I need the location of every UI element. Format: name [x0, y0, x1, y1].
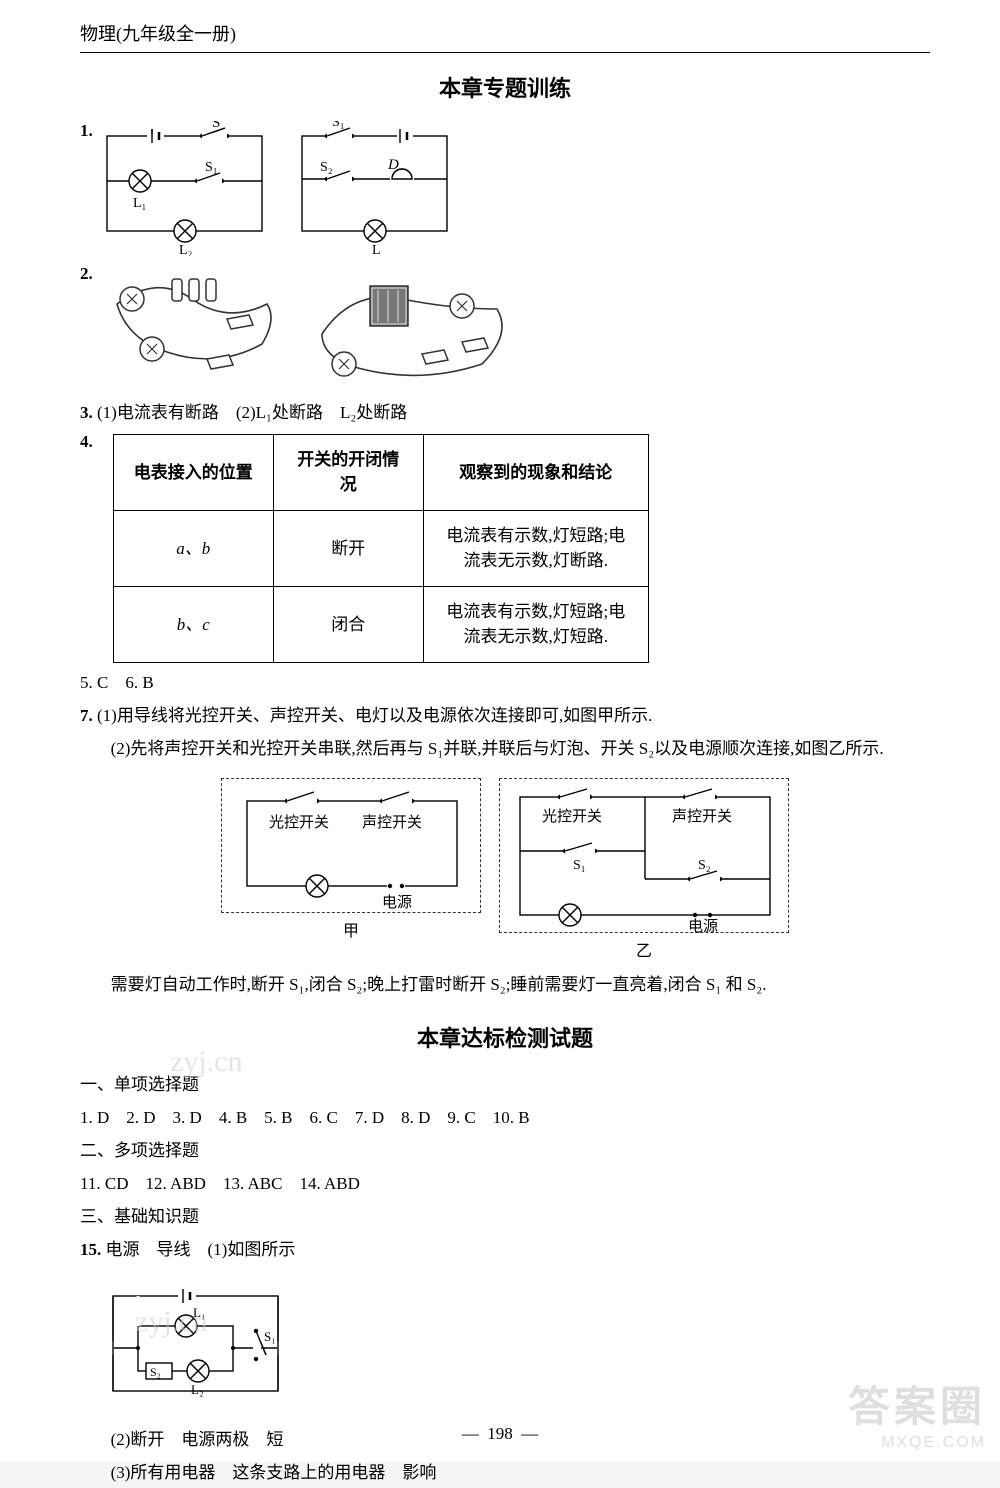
- yi-s1: S₁: [573, 858, 586, 873]
- q4-row: 4. 电表接入的位置 开关的开闭情况 观察到的现象和结论 a、b 断开 电流表有…: [80, 432, 930, 663]
- th-obs: 观察到的现象和结论: [423, 434, 648, 510]
- section-title-1: 本章专题训练: [80, 71, 930, 103]
- yi-svg: 光控开关 声控开关 S₁ S₂: [500, 779, 790, 934]
- q7-line2: (2)先将声控开关和光控开关串联,然后再与 S₁并联,并联后与灯泡、开关 S₂以…: [80, 735, 930, 764]
- jia-label-a: 光控开关: [269, 814, 329, 831]
- q2-diagram-b: [302, 264, 522, 389]
- watermark: 答案圈 MXQE.COM: [848, 1373, 986, 1452]
- q3-num: 3.: [80, 399, 93, 428]
- q15-s2: S₂: [150, 1365, 161, 1379]
- part2-title: 二、多项选择题: [80, 1137, 930, 1166]
- page: 物理(九年级全一册) 本章专题训练 1. S: [0, 0, 1000, 1462]
- part3-title: 三、基础知识题: [80, 1203, 930, 1232]
- q1-diagram-a: S L₁ S₁ L₂: [97, 121, 272, 256]
- watermark-small: MXQE.COM: [848, 1434, 986, 1452]
- q15: 15. 电源 导线 (1)如图所示: [80, 1236, 930, 1265]
- q7-diagram-jia: 光控开关 声控开关 电源: [221, 778, 481, 913]
- watermark-big: 答案圈: [848, 1373, 986, 1434]
- q1b-s1: S₁: [332, 121, 345, 130]
- cell-sw: 闭合: [273, 586, 423, 662]
- th-sw: 开关的开闭情况: [273, 434, 423, 510]
- q1b-l: L: [372, 243, 381, 256]
- yi-label-a: 光控开关: [542, 808, 602, 825]
- q7-line1: 7. (1)用导线将光控开关、声控开关、电灯以及电源依次连接即可,如图甲所示.: [80, 702, 930, 731]
- jia-label-c: 电源: [382, 894, 412, 911]
- yi-label-c: 电源: [688, 918, 718, 934]
- cell-pos: b、c: [113, 586, 273, 662]
- q7-diagrams: 光控开关 声控开关 电源 甲: [80, 778, 930, 961]
- jia-caption: 甲: [221, 917, 481, 941]
- part2-answers: 11. CD 12. ABD 13. ABC 14. ABD: [80, 1170, 930, 1199]
- q15-text: 电源 导线 (1)如图所示: [106, 1240, 296, 1259]
- q1-diagram-b: S₁ S₂ D L: [292, 121, 457, 256]
- q4-num: 4.: [80, 432, 93, 452]
- q1a-l2: L₂: [179, 243, 193, 256]
- q1b-d: D: [387, 157, 399, 173]
- header-text: 物理(九年级全一册): [80, 24, 236, 44]
- q1a-l1: L₁: [133, 196, 146, 211]
- q2-diagram-a: [97, 264, 292, 384]
- page-number-value: 198: [487, 1424, 513, 1443]
- q2-num: 2.: [80, 264, 93, 284]
- table-row: a、b 断开 电流表有示数,灯短路;电流表无示数,灯断路.: [113, 510, 648, 586]
- section-title-2: 本章达标检测试题: [80, 1021, 930, 1053]
- q7-post: 需要灯自动工作时,断开 S₁,闭合 S₂;晚上打雷时断开 S₂;睡前需要灯一直亮…: [80, 971, 930, 1000]
- q1b-s2: S₂: [320, 160, 333, 175]
- q15-num: 15.: [80, 1236, 101, 1265]
- q15-l2: L₂: [191, 1382, 203, 1397]
- q1-num: 1.: [80, 121, 93, 141]
- q1a-s: S: [212, 121, 220, 131]
- q7-diagram-jia-wrap: 光控开关 声控开关 电源 甲: [221, 778, 481, 941]
- jia-label-b: 声控开关: [362, 813, 422, 831]
- q3: 3. (1)电流表有断路 (2)L₁处断路 L₂处断路: [80, 399, 930, 428]
- part1-title: 一、单项选择题: [80, 1071, 930, 1100]
- jia-svg: 光控开关 声控开关 电源: [222, 779, 482, 914]
- q3-text: (1)电流表有断路 (2)L₁处断路 L₂处断路: [97, 403, 407, 422]
- q1a-s1: S₁: [205, 160, 218, 175]
- yi-s2: S₂: [698, 858, 711, 873]
- q1-row: 1. S L₁: [80, 121, 930, 256]
- q4-table: 电表接入的位置 开关的开闭情况 观察到的现象和结论 a、b 断开 电流表有示数,…: [113, 434, 649, 663]
- th-pos: 电表接入的位置: [113, 434, 273, 510]
- cell-pos: a、b: [113, 510, 273, 586]
- q7-text1: (1)用导线将光控开关、声控开关、电灯以及电源依次连接即可,如图甲所示.: [97, 706, 652, 725]
- q15-l1: L₁: [193, 1305, 205, 1320]
- cell-sw: 断开: [273, 510, 423, 586]
- yi-label-b: 声控开关: [672, 807, 732, 825]
- yi-caption: 乙: [499, 937, 789, 961]
- q15-s1: S₁: [264, 1329, 276, 1344]
- q7-diagram-yi: 光控开关 声控开关 S₁ S₂: [499, 778, 789, 933]
- cell-obs: 电流表有示数,灯短路;电流表无示数,灯短路.: [423, 586, 648, 662]
- q2-row: 2.: [80, 264, 930, 389]
- table-row: b、c 闭合 电流表有示数,灯短路;电流表无示数,灯短路.: [113, 586, 648, 662]
- cell-obs: 电流表有示数,灯短路;电流表无示数,灯断路.: [423, 510, 648, 586]
- q15-3: (3)所有用电器 这条支路上的用电器 影响: [80, 1459, 930, 1488]
- q15-diagram: L₁ S₂ L₂ S₁: [98, 1281, 298, 1411]
- table-header-row: 电表接入的位置 开关的开闭情况 观察到的现象和结论: [113, 434, 648, 510]
- page-header: 物理(九年级全一册): [80, 20, 930, 53]
- q7-num: 7.: [80, 702, 93, 731]
- q5-6: 5. C 6. B: [80, 669, 930, 698]
- q7-diagram-yi-wrap: 光控开关 声控开关 S₁ S₂: [499, 778, 789, 961]
- part1-answers: 1. D 2. D 3. D 4. B 5. B 6. C 7. D 8. D …: [80, 1104, 930, 1133]
